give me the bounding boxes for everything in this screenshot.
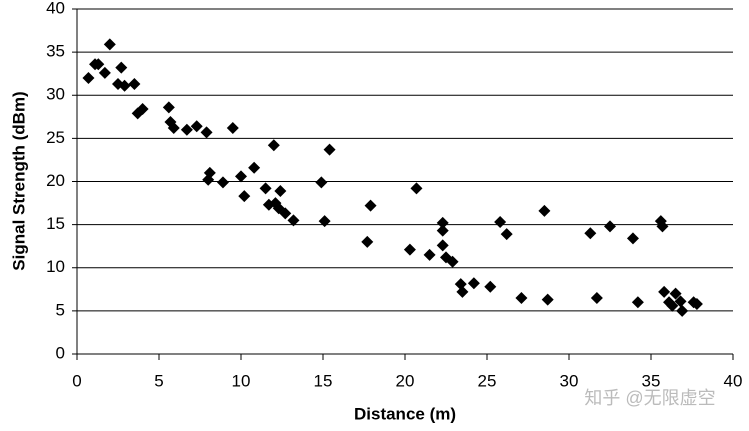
x-tick-label: 15 [314,371,333,390]
point [403,243,416,256]
point [494,216,507,229]
point [259,182,272,195]
point [128,78,141,91]
point [162,101,175,114]
point [136,103,149,116]
point [200,126,213,139]
y-tick-label: 25 [46,128,65,147]
point [454,278,467,291]
point [98,66,111,79]
point [323,143,336,156]
x-tick-label: 40 [724,371,743,390]
point [118,79,131,92]
point [666,299,679,312]
point [315,176,328,189]
x-tick-label: 20 [396,371,415,390]
point [500,228,513,241]
point [467,277,480,290]
point [656,220,669,233]
point [318,215,331,228]
point [590,291,603,304]
point [515,291,528,304]
point [674,295,687,308]
point [423,248,436,261]
point [92,58,105,71]
point [658,285,671,298]
x-tick-label: 5 [154,371,163,390]
point [436,216,449,229]
point [103,38,116,51]
point [202,173,215,186]
point [456,285,469,298]
point [190,120,203,133]
point [167,122,180,135]
point [541,293,554,306]
point [361,235,374,248]
y-tick-label: 0 [56,343,65,362]
y-tick-label: 20 [46,171,65,190]
y-axis-title: Signal Strength (dBm) [9,91,28,270]
point [631,296,644,309]
point [226,122,239,135]
point [279,207,292,220]
point [82,72,95,84]
point [484,280,497,293]
point [626,232,639,245]
point [267,139,280,152]
point [436,224,449,237]
point [604,220,616,233]
y-tick-label: 30 [46,85,65,104]
x-tick-label: 0 [72,371,81,390]
point [436,239,449,252]
y-tick-label: 5 [56,300,65,319]
x-tick-label: 10 [232,371,251,390]
x-tick-label: 35 [642,371,661,390]
point [410,182,423,195]
point [235,170,247,183]
point [676,304,689,317]
point [446,255,459,268]
y-tick-label: 10 [46,257,65,276]
point [115,61,128,74]
x-tick-label: 30 [560,371,579,390]
point [690,297,703,310]
point [238,190,251,203]
point [287,214,300,227]
point [274,184,287,197]
y-tick-label: 35 [46,42,65,61]
point [364,199,377,212]
y-tick-label: 40 [46,0,65,17]
point [584,227,597,240]
point [669,287,682,300]
x-axis-title: Distance (m) [354,404,456,423]
x-tick-label: 25 [478,371,497,390]
point [216,176,229,189]
point [538,204,551,217]
watermark: 知乎 @无限虚空 [584,388,715,408]
y-tick-label: 15 [46,214,65,233]
point [248,161,261,174]
point [180,123,193,136]
